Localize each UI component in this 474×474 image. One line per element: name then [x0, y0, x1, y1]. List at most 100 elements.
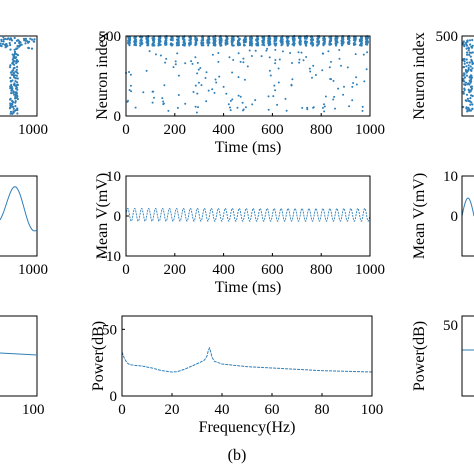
spike-dot: [15, 53, 18, 56]
spike-dot: [255, 38, 258, 41]
spike-dot: [323, 105, 326, 108]
spike-dot: [465, 65, 468, 68]
spike-dot: [229, 99, 232, 102]
spike-dot: [360, 43, 363, 46]
spike-dot: [28, 40, 31, 43]
spike-dot: [9, 97, 12, 100]
spike-dot: [208, 38, 211, 41]
spike-dot: [13, 63, 16, 66]
spike-dot: [231, 98, 234, 101]
spike-dot: [13, 48, 16, 51]
spike-dot: [194, 38, 197, 41]
spike-dot: [15, 68, 18, 71]
spike-dot: [10, 92, 13, 95]
spike-dot: [330, 60, 332, 63]
spike-dot: [243, 43, 246, 46]
spike-dot: [10, 102, 14, 106]
spike-dot: [224, 41, 227, 44]
spike-dot: [463, 88, 466, 92]
spike-dot: [188, 42, 191, 45]
spike-dot: [211, 53, 214, 56]
left-voltage-trace: [0, 186, 38, 232]
spike-dot: [328, 39, 332, 42]
spike-dot: [471, 44, 474, 47]
spike-dot: [9, 43, 12, 47]
spike-dot: [366, 51, 369, 54]
spike-dot: [341, 42, 344, 46]
spike-dot: [161, 97, 164, 100]
spike-dot: [278, 58, 281, 61]
spike-dot: [355, 76, 358, 79]
spike-dot: [194, 56, 197, 59]
xtick-label: 200: [164, 122, 187, 138]
spike-dot: [207, 89, 210, 92]
spike-dot: [15, 56, 18, 59]
voltage-yticks: -10 0 10: [101, 169, 129, 265]
left-voltage-panel: 1000: [0, 175, 48, 278]
spike-dot: [244, 40, 247, 44]
spike-dot: [184, 62, 187, 65]
spike-dot: [177, 36, 180, 39]
voltage-trace: [125, 207, 371, 222]
spike-dot: [321, 69, 324, 72]
spike-dot: [471, 62, 474, 66]
power-xticks: 0 20 40 60 80 100: [118, 393, 383, 418]
spike-dot: [192, 91, 195, 93]
left-voltage-frame: [0, 175, 38, 257]
spike-dot: [465, 42, 468, 46]
spike-dot: [13, 76, 16, 79]
spike-dot: [462, 43, 465, 46]
spike-dot: [11, 53, 14, 56]
spike-dot: [312, 64, 315, 67]
spike-dot: [327, 50, 330, 53]
spike-dot: [469, 55, 472, 58]
spike-dot: [467, 88, 470, 91]
spike-dot: [301, 106, 304, 109]
spike-dot: [196, 92, 199, 95]
spike-dot: [172, 66, 175, 69]
spike-dot: [272, 95, 275, 98]
spike-dot: [17, 45, 21, 48]
left-voltage-xtick: 1000: [18, 262, 48, 278]
spike-dot: [273, 84, 276, 87]
spike-dot: [304, 36, 307, 40]
spike-dot: [362, 53, 365, 56]
spike-dot: [14, 105, 17, 108]
xtick-label: 200: [164, 262, 187, 278]
right-raster-ylabel: Neuron index: [411, 32, 428, 120]
left-power-xtick: 100: [22, 402, 45, 418]
spike-dot: [15, 60, 18, 63]
right-raster-frame: [461, 35, 474, 117]
spike-dot: [244, 106, 247, 109]
spike-dot: [262, 37, 266, 41]
spike-dot: [16, 65, 19, 68]
spike-dot: [334, 37, 337, 41]
spike-dot: [231, 44, 234, 47]
spike-dot: [464, 83, 467, 87]
left-raster-frame: [0, 35, 38, 117]
spike-dot: [297, 51, 300, 54]
spike-dot: [468, 39, 471, 42]
right-voltage-trace: [461, 197, 474, 217]
spike-dot: [281, 43, 284, 46]
spike-dot: [317, 42, 320, 45]
spike-dot: [471, 67, 474, 70]
spike-dot: [11, 100, 14, 103]
spike-dot: [9, 102, 12, 105]
spike-dot: [469, 68, 472, 71]
spike-dot: [9, 76, 12, 79]
spike-dot: [14, 95, 17, 98]
spike-dot: [201, 39, 204, 42]
spike-dot: [182, 38, 185, 41]
spike-dot: [30, 47, 34, 50]
spike-dot: [462, 92, 465, 95]
spike-dot: [16, 72, 19, 75]
spike-dot: [268, 69, 271, 72]
spike-dot: [176, 52, 179, 55]
spike-dot: [14, 41, 17, 45]
voltage-xticks: 0 200 400 600 800 1000: [122, 253, 385, 278]
figure-label: (b): [228, 447, 247, 464]
spike-dot: [197, 81, 200, 84]
spike-dot: [162, 103, 165, 106]
spike-dot: [353, 38, 356, 41]
